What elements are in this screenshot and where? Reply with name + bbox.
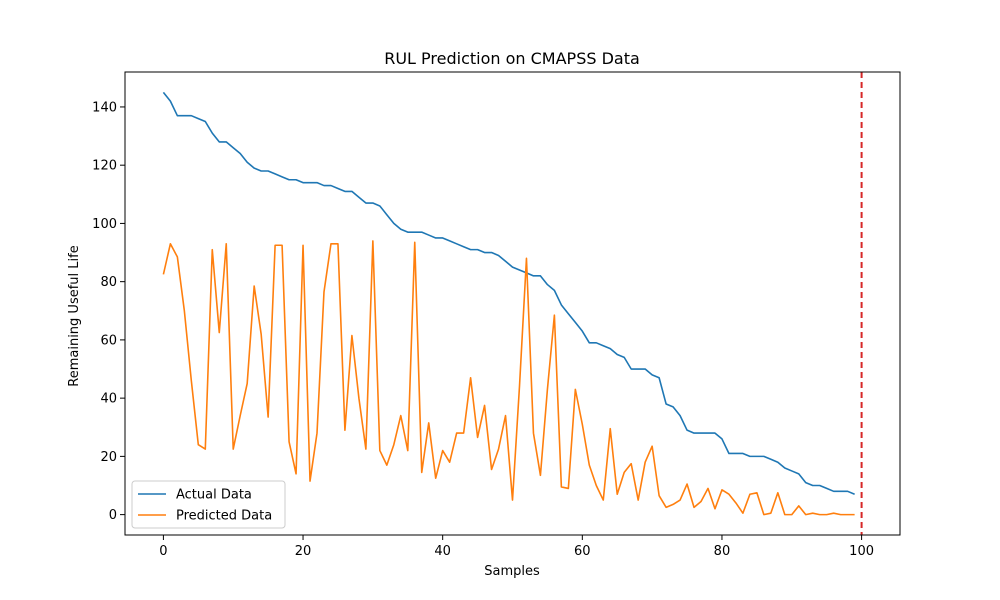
series-line-predicted-data bbox=[162, 240, 855, 516]
y-tick-label: 60 bbox=[100, 333, 117, 348]
y-tick-label: 80 bbox=[100, 275, 117, 290]
x-tick-label: 40 bbox=[434, 544, 451, 559]
x-tick-label: 60 bbox=[574, 544, 591, 559]
x-tick-label: 20 bbox=[295, 544, 312, 559]
y-tick-label: 100 bbox=[92, 217, 117, 232]
y-tick-label: 20 bbox=[100, 450, 117, 465]
y-tick-label: 120 bbox=[92, 159, 117, 174]
legend: Actual Data Predicted Data bbox=[131, 480, 286, 529]
legend-entry-label: Predicted Data bbox=[176, 509, 272, 524]
x-tick-label: 100 bbox=[849, 544, 874, 559]
legend-entry-label: Actual Data bbox=[176, 488, 252, 503]
x-tick-label: 80 bbox=[714, 544, 731, 559]
legend-box bbox=[131, 480, 286, 529]
y-tick-label: 0 bbox=[109, 508, 117, 523]
y-axis-label: Remaining Useful Life bbox=[67, 245, 82, 386]
plot-area: 0 20 40 60 80 100 0 20 40 60 80 100 120 140 bbox=[92, 71, 901, 559]
y-tick-label: 140 bbox=[92, 100, 117, 115]
chart-title: RUL Prediction on CMAPSS Data bbox=[384, 49, 640, 68]
series-line-actual-data bbox=[162, 91, 855, 495]
y-tick-label: 40 bbox=[100, 392, 117, 407]
x-axis-label: Samples bbox=[484, 564, 540, 579]
x-tick-label: 0 bbox=[159, 544, 167, 559]
axes-frame bbox=[124, 71, 901, 536]
